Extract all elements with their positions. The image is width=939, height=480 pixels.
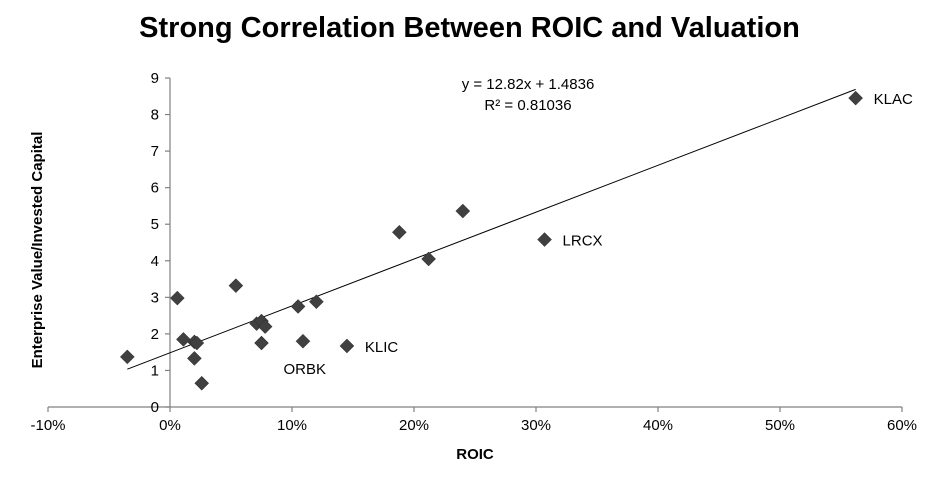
data-point [421,251,436,267]
y-tick-label: 4 [151,253,159,270]
point-label-orbk: ORBK [284,361,327,378]
data-point [290,299,306,314]
x-tick-label: 40% [643,417,673,434]
y-tick-label: 7 [151,143,159,160]
data-point [187,351,202,366]
data-point-lrcx [537,232,552,247]
x-axis-title: ROIC [456,446,494,463]
x-tick-label: -10% [30,417,65,434]
trendline-group [127,88,856,370]
trendline-equation: y = 12.82x + 1.4836 [462,76,595,93]
chart-title: Strong Correlation Between ROIC and Valu… [139,12,800,44]
data-point [392,224,407,240]
data-point [254,335,269,351]
data-point [169,290,185,306]
data-point [119,349,135,365]
data-point-klic [339,338,355,354]
data-point [189,335,205,351]
data-point [309,294,324,310]
data-points [119,90,863,391]
point-label-lrcx: LRCX [563,233,603,250]
x-tick-label: 30% [521,417,551,434]
trendline [127,88,856,370]
data-point-klac [848,90,863,106]
y-tick-label: 6 [151,180,159,197]
data-point [194,375,210,391]
y-tick-label: 1 [151,362,159,379]
x-tick-label: 20% [399,417,429,434]
x-tick-label: 10% [277,417,307,434]
x-tick-label: 60% [887,417,917,434]
point-labels: KLAC LRCX KLIC ORBK [284,91,913,378]
data-point [228,278,244,293]
data-point [257,319,273,334]
point-label-klic: KLIC [365,339,399,356]
y-tick-label: 2 [151,326,159,343]
y-tick-label: 5 [151,216,159,233]
y-tick-label: 8 [151,107,159,124]
axes: -10% 0% 10% 20% 30% 40% 50% 60% 0 1 2 3 4 5 6 7 8 9 [30,70,917,434]
data-point [176,332,191,347]
data-point [455,203,471,219]
x-tick-label: 50% [765,417,795,434]
y-tick-label: 9 [151,70,159,87]
x-tick-label: 0% [159,417,181,434]
y-tick-label: 3 [151,289,159,306]
y-tick-label: 0 [151,399,159,416]
point-label-klac: KLAC [874,91,913,108]
data-point [295,333,311,349]
y-axis-title: Enterprise Value/Invested Capital [29,132,46,369]
trendline-r-squared: R² = 0.81036 [484,97,571,114]
